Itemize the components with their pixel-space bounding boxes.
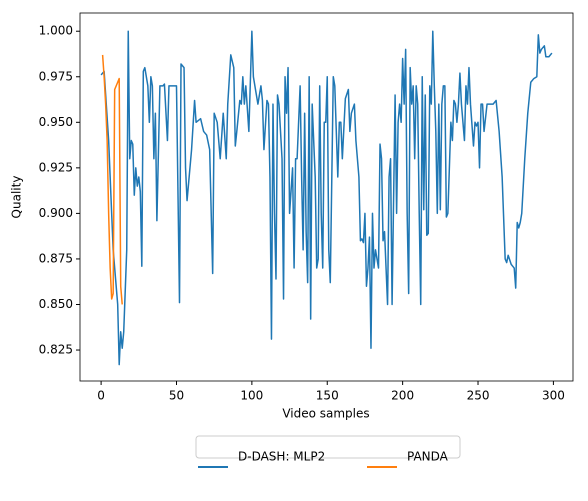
x-tick-label: 200 — [391, 389, 414, 403]
y-axis-label: Quality — [10, 176, 24, 219]
y-tick-label: 0.900 — [39, 206, 73, 220]
y-tick-label: 0.975 — [39, 69, 73, 83]
x-axis-label: Video samples — [282, 407, 369, 421]
x-tick-label: 300 — [542, 389, 565, 403]
x-tick-label: 100 — [240, 389, 263, 403]
y-tick-label: 0.825 — [39, 343, 73, 357]
legend-label: PANDA — [407, 450, 449, 464]
y-tick-label: 0.950 — [39, 115, 73, 129]
y-tick-label: 0.925 — [39, 160, 73, 174]
y-tick-label: 1.000 — [39, 24, 73, 38]
series-line — [100, 30, 553, 366]
y-tick-label: 0.875 — [39, 251, 73, 265]
y-tick-label: 0.850 — [39, 297, 73, 311]
legend-box — [195, 435, 461, 459]
x-tick-label: 150 — [316, 389, 339, 403]
x-tick-label: 250 — [467, 389, 490, 403]
x-tick-label: 50 — [169, 389, 184, 403]
series-line — [101, 54, 123, 305]
legend-label: D-DASH: MLP2 — [238, 450, 325, 464]
x-tick-label: 0 — [97, 389, 105, 403]
axes-frame — [79, 12, 574, 382]
